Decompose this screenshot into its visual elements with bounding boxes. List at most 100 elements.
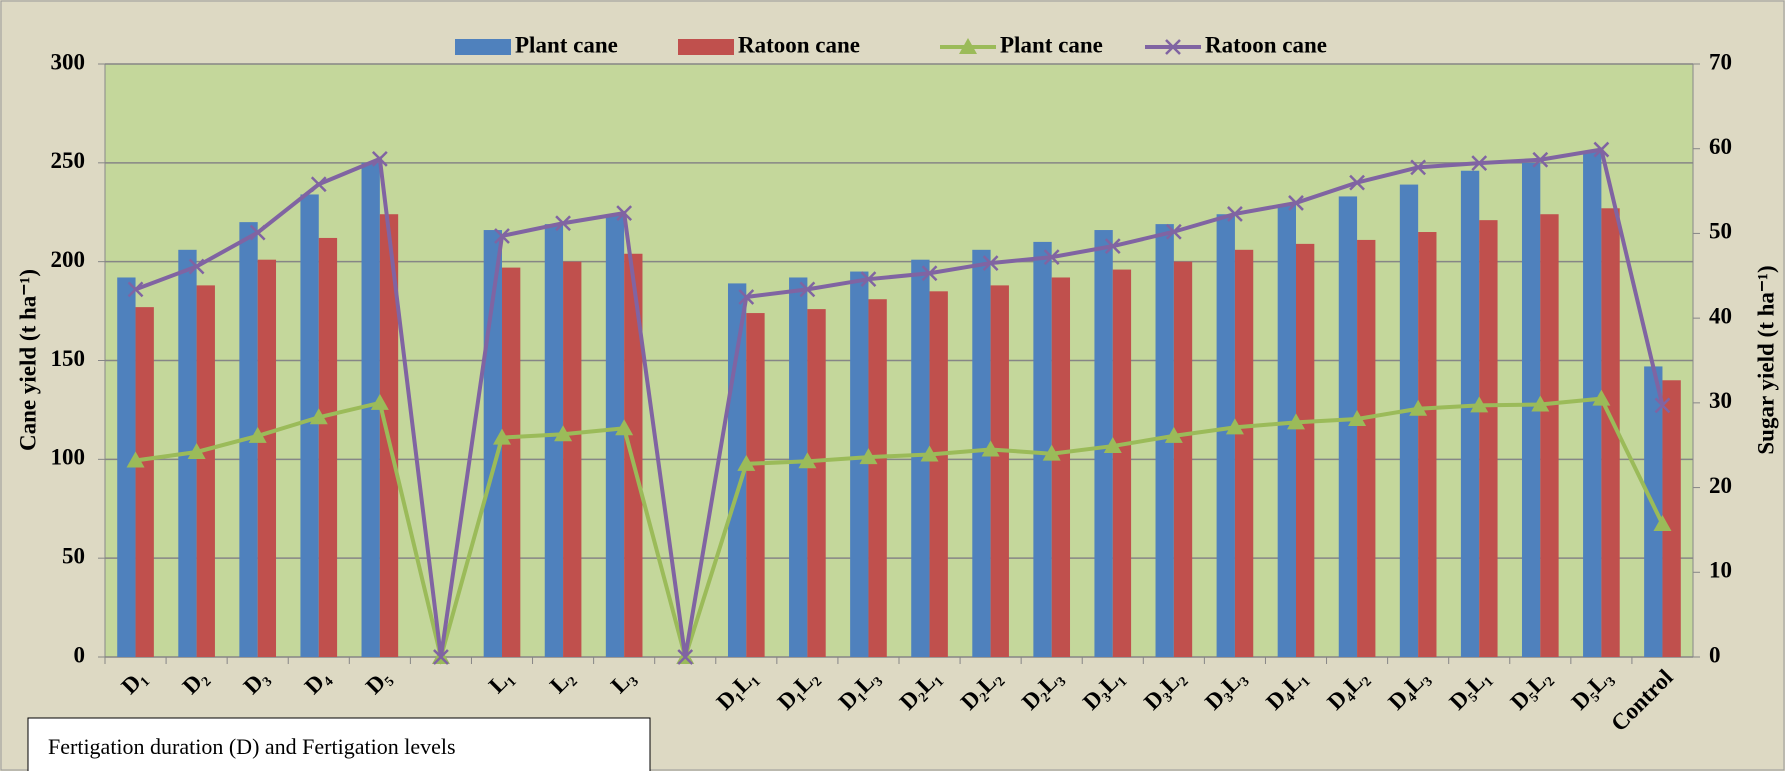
bar — [1112, 269, 1132, 657]
legend-swatch — [678, 39, 734, 55]
y2-tick-label: 50 — [1709, 219, 1732, 244]
marker — [1164, 426, 1183, 443]
marker — [187, 442, 206, 459]
marker — [921, 265, 938, 282]
y-axis-title: Cane yield (t ha⁻¹) — [15, 269, 40, 451]
line — [134, 147, 1665, 658]
bar — [257, 259, 277, 657]
legend-marker — [1165, 39, 1181, 55]
bar — [1033, 241, 1052, 657]
bar — [911, 259, 930, 657]
marker — [799, 281, 816, 298]
marker — [1042, 444, 1061, 461]
y-tick-label: 50 — [62, 543, 85, 568]
marker — [615, 419, 634, 436]
y2-tick-label: 20 — [1709, 473, 1732, 498]
y-tick-label: 300 — [51, 49, 86, 74]
legend-label: Plant cane — [515, 32, 618, 57]
bar — [1644, 366, 1663, 657]
marker — [1104, 238, 1121, 255]
y-tick-label: 0 — [74, 642, 86, 667]
marker — [1593, 141, 1610, 158]
marker — [1287, 413, 1305, 430]
y-tick-label: 150 — [51, 346, 86, 371]
marker — [859, 448, 878, 465]
bar — [1277, 204, 1296, 658]
marker — [1654, 397, 1671, 414]
marker — [982, 255, 999, 271]
marker — [981, 440, 1000, 457]
marker — [126, 451, 145, 468]
y-tick-label: 100 — [51, 445, 86, 470]
marker — [1227, 206, 1243, 222]
marker — [1103, 437, 1122, 454]
bar — [1399, 184, 1419, 657]
marker — [188, 258, 205, 275]
bar — [1357, 239, 1376, 657]
marker — [433, 649, 449, 665]
marker — [860, 271, 877, 288]
bar — [502, 267, 521, 657]
bar — [789, 277, 808, 657]
marker — [1288, 195, 1304, 211]
marker — [1532, 151, 1549, 168]
y2-tick-label: 10 — [1709, 558, 1732, 583]
marker — [310, 176, 327, 193]
bar — [135, 307, 154, 657]
annotation: Fertigation duration (D) and Fertigation… — [48, 734, 456, 759]
marker — [1471, 155, 1488, 171]
marker — [370, 393, 389, 410]
bar — [1662, 380, 1681, 657]
marker — [493, 428, 511, 445]
marker — [1349, 174, 1365, 191]
marker — [555, 215, 571, 232]
legend-marker — [959, 38, 977, 54]
bar — [850, 271, 869, 657]
y-tick-label: 250 — [51, 148, 86, 173]
bar — [1234, 249, 1254, 657]
legend-swatch — [455, 39, 511, 55]
bar — [1216, 214, 1235, 657]
bar — [1155, 224, 1174, 658]
bar — [1583, 150, 1602, 657]
y2-tick-label: 0 — [1709, 642, 1721, 667]
y2-tick-label: 60 — [1709, 134, 1732, 159]
marker — [920, 445, 939, 462]
marker — [1470, 396, 1489, 413]
marker — [616, 205, 633, 221]
y-tick-label: 200 — [51, 247, 86, 272]
marker — [1653, 514, 1672, 531]
marker — [1409, 399, 1428, 416]
bar — [807, 309, 826, 657]
bar — [1051, 277, 1071, 657]
bar — [1296, 243, 1315, 658]
marker — [1043, 249, 1060, 266]
bar — [1338, 196, 1358, 658]
marker — [248, 426, 267, 443]
bar — [1173, 261, 1193, 657]
bar — [117, 277, 136, 657]
marker — [554, 425, 573, 442]
bar — [1601, 208, 1620, 657]
y2-axis-title: Sugar yield (t ha⁻¹) — [1753, 265, 1778, 454]
bar — [1418, 232, 1437, 657]
marker — [249, 224, 266, 241]
marker — [1531, 395, 1550, 412]
bar — [318, 237, 338, 658]
marker — [737, 454, 756, 471]
legend-label: Plant cane — [1000, 32, 1103, 57]
bar — [1521, 162, 1541, 658]
bar — [361, 162, 380, 658]
y2-tick-label: 40 — [1709, 303, 1732, 328]
annotation-box — [27, 717, 651, 771]
marker — [1165, 223, 1182, 240]
bar — [868, 299, 887, 657]
marker — [309, 408, 328, 425]
bar — [563, 261, 582, 657]
bar — [605, 214, 625, 657]
bar — [544, 224, 564, 658]
marker — [1410, 159, 1427, 176]
marker — [677, 649, 694, 665]
marker — [371, 150, 388, 167]
